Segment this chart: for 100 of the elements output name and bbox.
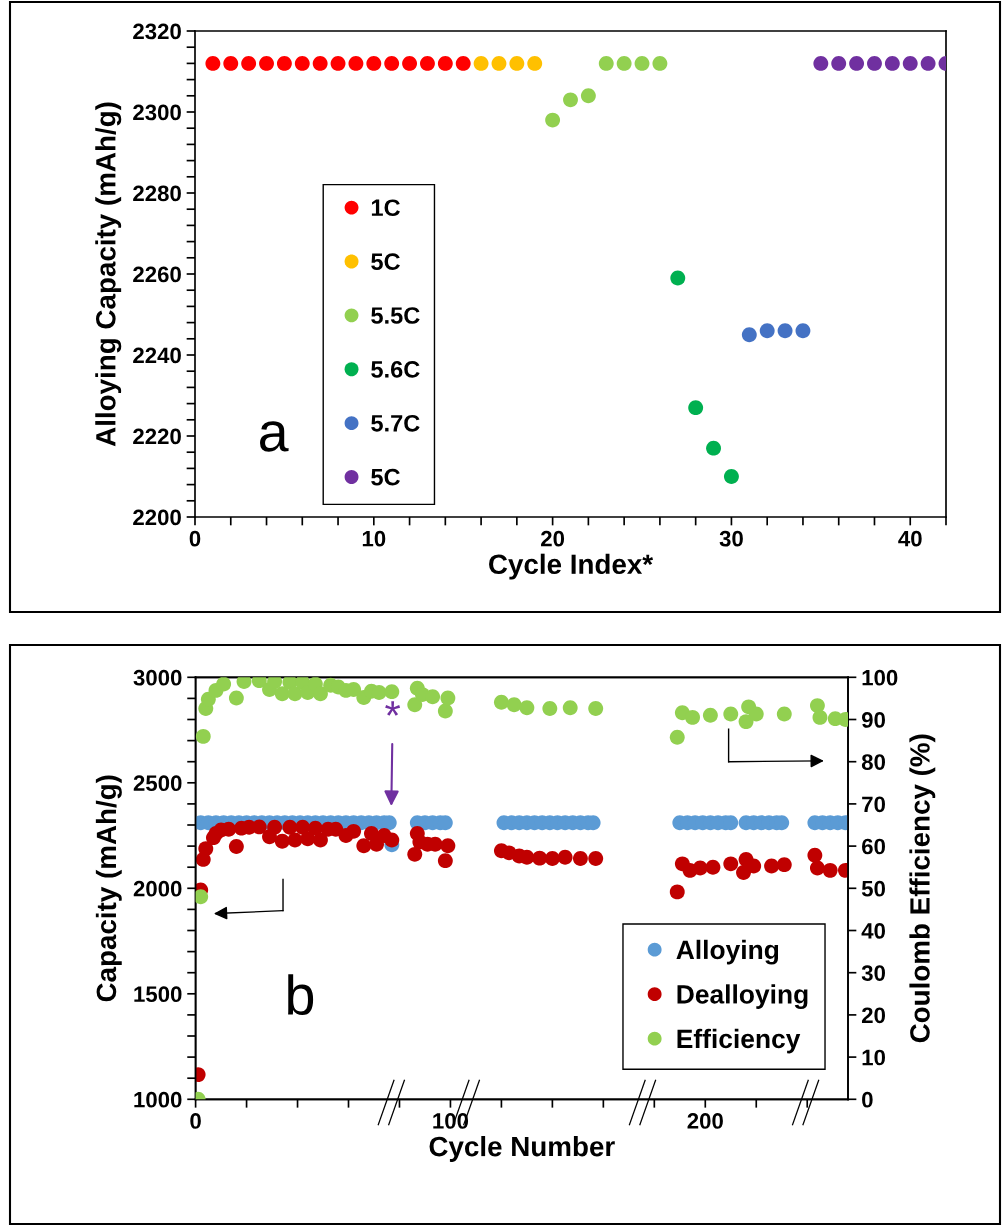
legend-label: Dealloying [677, 984, 808, 1009]
point [241, 55, 257, 71]
y-axis-title: Capacity (mAh/g) [95, 775, 122, 1002]
x-tick-label: 40 [898, 530, 922, 547]
point [634, 55, 650, 71]
y2-tick-label: 0 [862, 1091, 873, 1108]
point [473, 55, 489, 71]
point [580, 88, 596, 104]
y-tick-label: 2500 [133, 775, 182, 792]
point [384, 55, 400, 71]
x-tick-label: 0 [190, 1113, 201, 1129]
y-tick-label: 2200 [133, 509, 181, 526]
y-tick-label: 2280 [133, 185, 181, 202]
legend-label: Alloying [676, 939, 779, 965]
legend-label: 5.6C [371, 361, 420, 378]
point [440, 690, 456, 706]
point [236, 677, 252, 689]
point [776, 706, 792, 722]
x-axis-title: Cycle Index* [489, 553, 654, 580]
point [491, 55, 507, 71]
point [723, 706, 739, 722]
y-tick-label: 2240 [133, 347, 181, 364]
point [407, 697, 423, 713]
annotation: b [288, 974, 314, 1016]
y-tick-label: 2300 [133, 104, 181, 121]
y2-tick-label: 70 [862, 796, 885, 813]
point [455, 55, 471, 71]
point [748, 706, 764, 722]
point [562, 700, 578, 716]
legend-label: 1C [371, 199, 400, 217]
y-tick-label: 2320 [133, 23, 181, 40]
y2-tick-label: 80 [861, 754, 885, 770]
point [267, 677, 283, 689]
point [795, 323, 811, 339]
point [777, 323, 793, 339]
y-tick-label: 2220 [133, 428, 181, 445]
point [313, 686, 328, 702]
point [348, 55, 364, 71]
point [902, 55, 918, 71]
x-tick-label: 0 [189, 530, 201, 547]
point [849, 55, 865, 71]
point [509, 55, 525, 71]
y2-tick-label: 50 [861, 880, 885, 897]
point [669, 729, 685, 745]
point [216, 677, 232, 692]
x-tick-label: 20 [541, 530, 565, 547]
y2-tick-label: 20 [861, 1007, 885, 1024]
point [294, 55, 310, 71]
point [685, 709, 700, 725]
point [831, 55, 847, 71]
annotation: * [385, 701, 401, 716]
y-tick-label: 1500 [134, 986, 182, 1003]
point [228, 690, 244, 706]
y2-tick-label: 60 [862, 838, 885, 855]
point [287, 686, 303, 702]
y-axis-title: Alloying Capacity (mAh/g) [95, 102, 122, 447]
x-tick-label: 30 [719, 530, 743, 547]
point [616, 55, 632, 71]
point [259, 55, 274, 71]
point [542, 701, 558, 716]
x-axis-title: Cycle Number [429, 1135, 615, 1162]
point [723, 469, 739, 484]
y-tick-label: 2000 [133, 880, 182, 897]
legend-label: Efficiency [677, 1028, 801, 1054]
point [867, 55, 882, 71]
point [702, 707, 718, 723]
point [205, 55, 221, 71]
point [437, 703, 453, 719]
point [506, 697, 522, 713]
point [741, 327, 757, 343]
y2-tick-label: 90 [861, 712, 885, 728]
y2-tick-label: 40 [861, 923, 885, 939]
point [366, 55, 382, 71]
point [598, 55, 614, 71]
point [706, 440, 721, 456]
x-tick-label: 10 [362, 530, 386, 547]
legend-label: 5.5C [371, 307, 420, 324]
point [420, 55, 435, 71]
point [563, 92, 578, 108]
point [527, 55, 543, 71]
point [330, 55, 346, 71]
point [384, 684, 400, 700]
point [759, 323, 775, 339]
x-tick-label: 100 [433, 1113, 469, 1129]
y2-axis-title: Coulomb Efficiency (%) [909, 734, 936, 1043]
point [738, 714, 754, 730]
y-tick-label: 2260 [133, 266, 181, 283]
annotation: a [260, 421, 289, 452]
point [425, 689, 441, 705]
point [545, 112, 561, 128]
point [195, 728, 211, 744]
y-tick-label: 1000 [134, 1091, 182, 1108]
point [812, 709, 828, 725]
y2-tick-label: 30 [861, 965, 885, 981]
x-tick-label: 200 [687, 1113, 723, 1129]
point [312, 55, 328, 71]
point [688, 400, 704, 416]
point [402, 55, 418, 71]
legend-label: 5.7C [371, 414, 420, 432]
y2-tick-label: 100 [862, 669, 898, 686]
